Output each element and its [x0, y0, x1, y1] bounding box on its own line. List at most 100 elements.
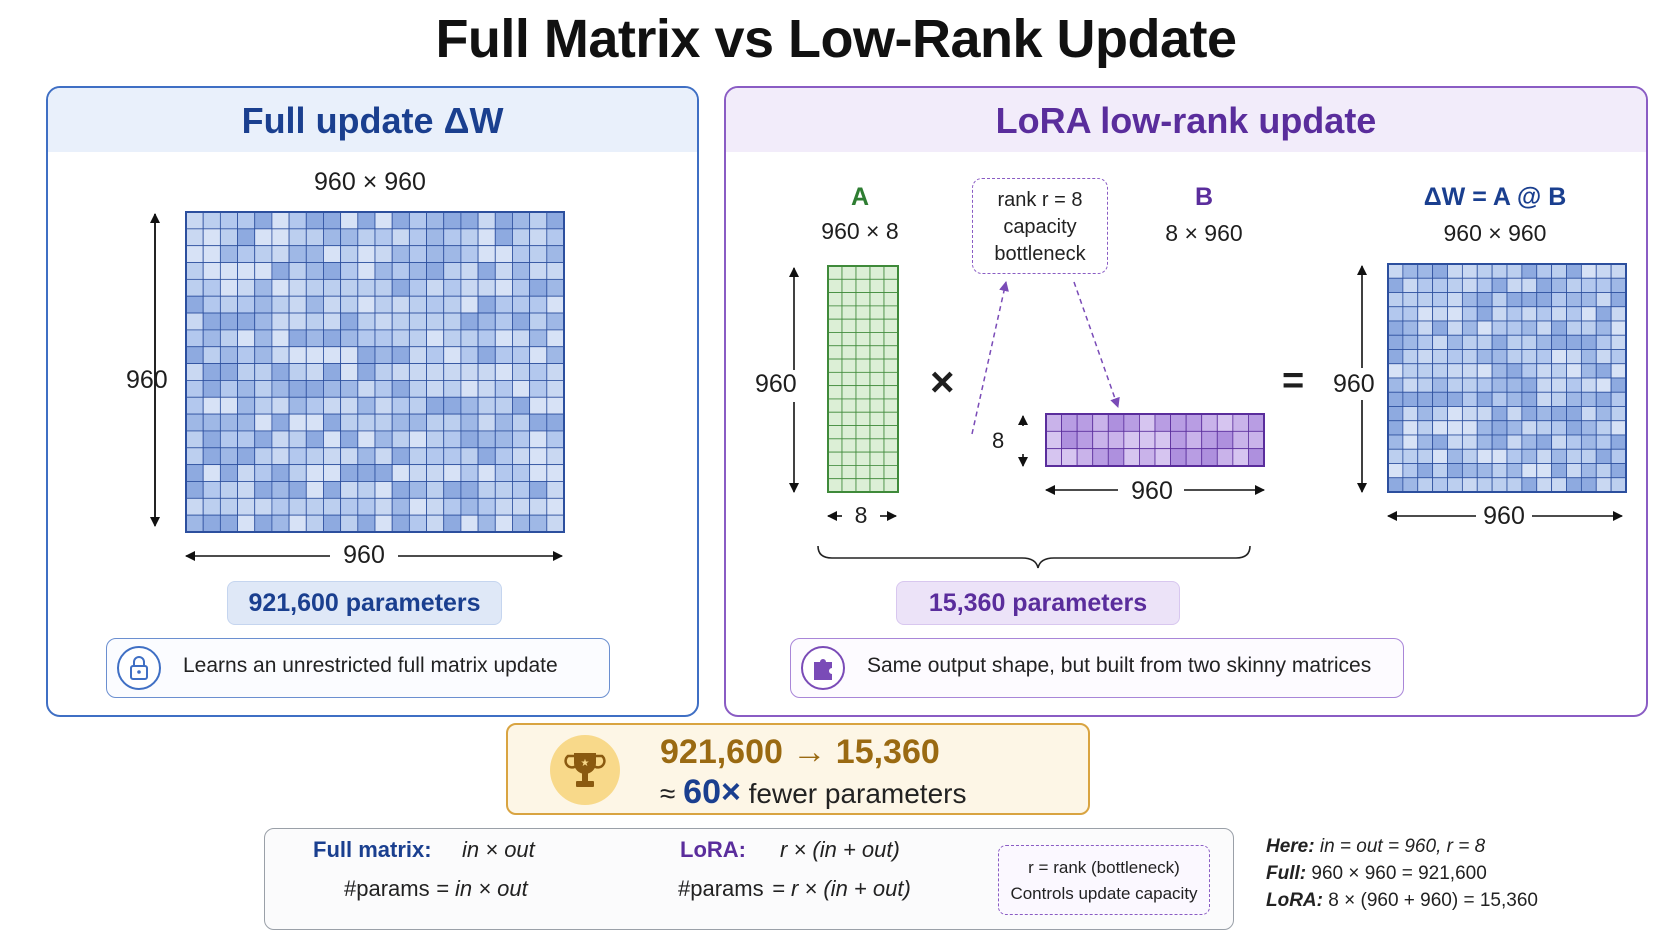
full-matrix-cell: [323, 363, 342, 381]
full-matrix-cell: [477, 262, 496, 280]
full-matrix-cell: [219, 245, 238, 263]
full-matrix-cell: [460, 380, 479, 398]
a-rows-label: 960: [755, 370, 797, 398]
full-matrix-cell: [237, 295, 256, 314]
full-params-expr: = in × out: [436, 876, 528, 901]
full-matrix-cell: [340, 464, 359, 482]
full-matrix-cell: [340, 262, 359, 280]
full-matrix-cell: [426, 262, 445, 280]
full-matrix-cell: [219, 396, 238, 415]
full-matrix-cell: [443, 481, 462, 499]
delta-w-rows-label: 960: [1333, 370, 1375, 398]
full-matrix-cell: [391, 514, 410, 533]
full-matrix-cell: [288, 380, 307, 398]
full-matrix-cell: [271, 346, 290, 364]
full-matrix-cell: [254, 464, 273, 482]
full-matrix-cell: [460, 514, 479, 533]
full-matrix-cell: [494, 211, 513, 230]
full-matrix-cell: [305, 363, 324, 381]
full-matrix-cell: [512, 295, 531, 314]
full-matrix-cell: [185, 211, 204, 230]
full-matrix-cell: [271, 514, 290, 533]
full-matrix-cell: [546, 430, 565, 449]
full-matrix-cell: [460, 363, 479, 381]
full-matrix-cell: [357, 430, 376, 449]
full-matrix-cell: [546, 245, 565, 263]
full-matrix-cell: [219, 262, 238, 280]
full-matrix-cell: [477, 514, 496, 533]
full-matrix-cell: [340, 245, 359, 263]
full-matrix-cell: [305, 413, 324, 432]
parameter-reduction-summary: ★ 921,600 → 15,360 ≈ 60× fewer parameter…: [506, 723, 1090, 815]
full-matrix-cell: [219, 447, 238, 466]
full-matrix-cell: [288, 312, 307, 331]
full-matrix-cell: [408, 396, 427, 415]
full-matrix-cell: [254, 396, 273, 415]
full-matrix-cell: [494, 514, 513, 533]
full-matrix-cell: [426, 380, 445, 398]
full-matrix-cell: [202, 228, 221, 247]
full-matrix-cell: [391, 295, 410, 314]
full-matrix-cell: [219, 497, 238, 516]
equals-sign: =: [1282, 360, 1305, 402]
full-matrix-cell: [546, 413, 565, 432]
full-matrix-cell: [219, 295, 238, 314]
full-matrix-cell: [340, 514, 359, 533]
full-matrix-cell: [254, 497, 273, 516]
side-note-full: Full: 960 × 960 = 921,600: [1266, 863, 1487, 885]
full-matrix-cell: [185, 363, 204, 381]
full-matrix-cell: [323, 413, 342, 432]
full-matrix-cell: [494, 363, 513, 381]
full-matrix-cell: [357, 245, 376, 263]
full-matrix-cell: [202, 396, 221, 415]
full-matrix-cell: [460, 396, 479, 415]
full-matrix-cell: [546, 329, 565, 348]
full-matrix-cell: [512, 245, 531, 263]
full-panel-header: Full update ΔW: [48, 88, 697, 152]
full-matrix-cell: [340, 312, 359, 331]
full-matrix-cell: [237, 329, 256, 348]
bottleneck-arrow-to-a: [971, 281, 1009, 435]
full-matrix-cell: [529, 497, 548, 516]
full-matrix-cell: [288, 396, 307, 415]
full-matrix-cell: [408, 481, 427, 499]
full-matrix-cell: [185, 497, 204, 516]
full-matrix-cell: [323, 447, 342, 466]
full-matrix-cell: [477, 245, 496, 263]
rank-capacity: Controls update capacity: [1010, 884, 1198, 903]
full-matrix-cell: [254, 262, 273, 280]
rank-definition: r = rank (bottleneck): [1028, 858, 1180, 877]
full-matrix-cell: [254, 228, 273, 247]
full-matrix-cell: [512, 464, 531, 482]
full-matrix-cell: [237, 481, 256, 499]
full-matrix-cell: [529, 312, 548, 331]
full-matrix-cell: [460, 228, 479, 247]
full-matrix-cell: [512, 497, 531, 516]
full-matrix-cell: [460, 211, 479, 230]
full-matrix-cell: [512, 329, 531, 348]
full-matrix-cell: [357, 481, 376, 499]
full-matrix-cell: [254, 447, 273, 466]
full-matrix-cell: [374, 312, 393, 331]
side-lora-key: LoRA:: [1266, 890, 1323, 911]
full-matrix-cell: [512, 481, 531, 499]
full-matrix-cell: [408, 497, 427, 516]
full-matrix-cell: [288, 430, 307, 449]
side-here-value: in = out = 960, r = 8: [1319, 836, 1486, 857]
full-matrix-cell: [391, 245, 410, 263]
full-matrix-cell: [305, 329, 324, 348]
full-matrix-cell: [546, 380, 565, 398]
full-matrix-cell: [426, 228, 445, 247]
b-matrix-grid: [1045, 413, 1265, 467]
full-matrix-cell: [494, 262, 513, 280]
full-matrix-cell: [443, 329, 462, 348]
full-matrix-cell: [460, 329, 479, 348]
full-matrix-cell: [426, 329, 445, 348]
full-matrix-cell: [408, 245, 427, 263]
b-cols-label: 960: [1131, 477, 1173, 505]
full-matrix-cell: [546, 346, 565, 364]
puzzle-icon: [801, 646, 845, 690]
full-update-panel: Full update ΔW: [46, 86, 699, 717]
full-matrix-cell: [271, 262, 290, 280]
full-matrix-cell: [374, 396, 393, 415]
